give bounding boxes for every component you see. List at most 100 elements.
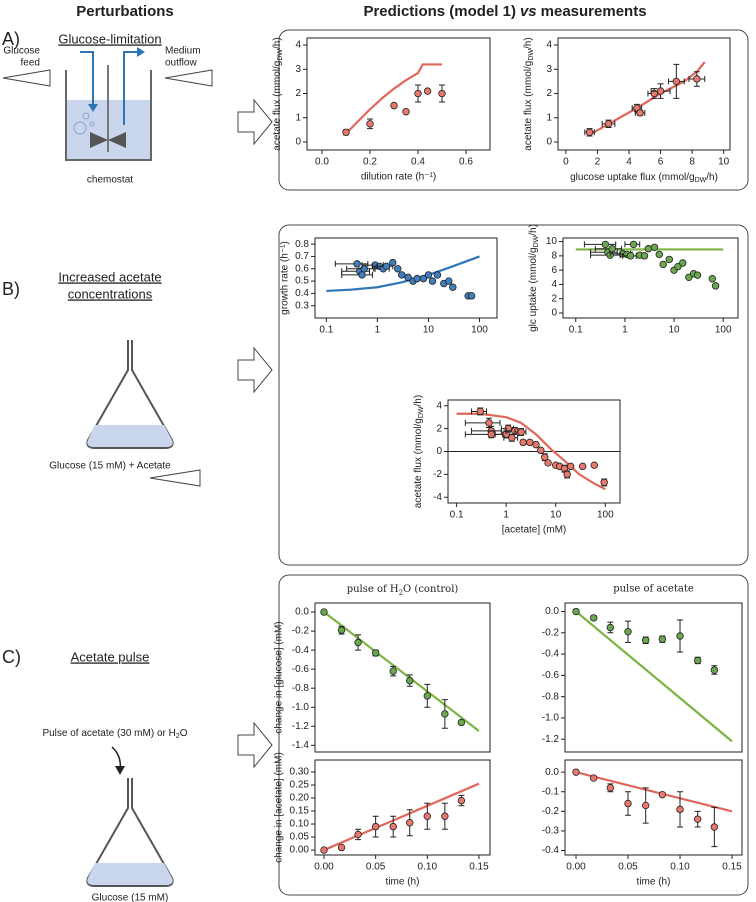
data-point bbox=[658, 635, 667, 643]
text-part: /h) bbox=[528, 224, 539, 236]
annotation: chemostat bbox=[87, 175, 133, 186]
data-point bbox=[650, 243, 659, 251]
data-point bbox=[424, 271, 433, 279]
y-tick-label: 4 bbox=[295, 40, 301, 51]
data-point bbox=[624, 628, 632, 636]
x-error-bar bbox=[471, 427, 502, 434]
y-tick-label: -1.2 bbox=[292, 721, 310, 732]
data-point bbox=[590, 614, 598, 622]
y-tick-label: 0.15 bbox=[290, 806, 310, 817]
y-tick-label: -1.0 bbox=[542, 713, 560, 724]
data-point bbox=[519, 438, 527, 447]
y-tick-label: -2 bbox=[433, 469, 442, 480]
data-point bbox=[600, 478, 608, 487]
text-part: glc uptake (mmol/g bbox=[528, 247, 539, 331]
model-line bbox=[323, 611, 480, 732]
data-point bbox=[590, 774, 598, 782]
data-point bbox=[710, 666, 719, 674]
y-tick-label: 0.10 bbox=[290, 819, 310, 830]
x-tick-label: 0.15 bbox=[722, 862, 742, 873]
y-tick-label: -1.2 bbox=[542, 734, 560, 745]
data-point bbox=[441, 812, 449, 820]
data-point bbox=[656, 87, 665, 95]
y-tick-label: 0.25 bbox=[290, 780, 310, 791]
x-axis-label: [acetate] (mM) bbox=[502, 525, 566, 536]
text-part: 2 bbox=[176, 733, 180, 740]
x-tick-label: 10 bbox=[423, 325, 435, 336]
y-tick-label: 0.00 bbox=[290, 845, 310, 856]
data-point bbox=[665, 255, 673, 264]
panel-title: concentrations bbox=[68, 286, 153, 301]
x-tick-label: 100 bbox=[471, 325, 488, 336]
y-tick-label: -1.0 bbox=[292, 702, 310, 713]
text-part: O (control) bbox=[403, 584, 458, 595]
y-axis-label: acetate flux (mmol/gDW/h) bbox=[523, 37, 536, 150]
chemostat bbox=[2, 47, 213, 161]
data-point bbox=[626, 252, 635, 260]
text-part: DW bbox=[695, 177, 707, 184]
y-tick-label: 1 bbox=[295, 112, 301, 123]
data-point bbox=[517, 428, 525, 436]
data-point bbox=[693, 271, 702, 279]
panel-label: A) bbox=[2, 29, 20, 49]
x-tick-label: 0.4 bbox=[411, 157, 425, 168]
y-tick-label: -1.4 bbox=[292, 740, 310, 751]
data-point bbox=[406, 819, 414, 827]
text-part: acetate flux (mmol/g bbox=[413, 418, 424, 508]
data-point bbox=[337, 843, 346, 852]
y-tick-label: 0.7 bbox=[295, 251, 309, 262]
y-tick-label: 8 bbox=[551, 250, 557, 261]
data-point bbox=[382, 262, 391, 271]
y-tick-label: -0.4 bbox=[542, 845, 560, 856]
y-tick-label: -0.6 bbox=[292, 664, 310, 675]
x-tick-label: 0.6 bbox=[459, 157, 473, 168]
y-tick-label: 4 bbox=[546, 40, 552, 51]
y-tick-label: -0.6 bbox=[542, 670, 560, 681]
plot-frame bbox=[557, 37, 731, 151]
data-point bbox=[485, 419, 493, 427]
x-error-bar bbox=[583, 241, 617, 248]
y-tick-label: 0.20 bbox=[290, 793, 310, 804]
y-tick-label: 4 bbox=[551, 279, 557, 290]
x-tick-label: 10 bbox=[668, 325, 680, 336]
data-point bbox=[354, 830, 362, 839]
y-tick-label: 0.0 bbox=[545, 767, 559, 778]
data-point bbox=[604, 120, 613, 128]
data-point bbox=[467, 292, 476, 300]
y-tick-label: 0.05 bbox=[290, 832, 310, 843]
header: Predictions (model 1) vs measurements bbox=[363, 3, 646, 20]
y-tick-label: 0.4 bbox=[295, 288, 309, 299]
data-point bbox=[476, 407, 484, 416]
x-axis-label: glucose uptake flux (mmol/gDW/h) bbox=[570, 172, 718, 185]
data-point bbox=[537, 446, 545, 455]
x-tick-label: 0 bbox=[563, 157, 569, 168]
y-axis-label: change in [glucose] (mM) bbox=[274, 621, 285, 733]
data-point bbox=[406, 676, 414, 685]
y-tick-label: 0 bbox=[436, 446, 442, 457]
annotation: Glucose (15 mM) bbox=[92, 893, 169, 902]
data-point bbox=[708, 275, 717, 283]
data-point bbox=[433, 271, 442, 279]
data-point bbox=[566, 462, 575, 471]
data-point bbox=[601, 240, 610, 249]
data-point bbox=[585, 128, 594, 137]
text-part: /h) bbox=[272, 37, 283, 49]
data-point bbox=[572, 607, 580, 616]
data-point bbox=[606, 784, 615, 792]
y-tick-label: 0 bbox=[551, 308, 557, 319]
annotation: feed bbox=[21, 58, 40, 69]
y-tick-label: -0.4 bbox=[542, 649, 560, 660]
data-point bbox=[693, 815, 702, 823]
text-part: pulse of H bbox=[347, 584, 399, 595]
x-tick-label: 0.05 bbox=[618, 862, 638, 873]
plot-frame bbox=[314, 237, 498, 319]
data-point bbox=[337, 626, 346, 634]
y-tick-label: 0.0 bbox=[545, 606, 559, 617]
data-point bbox=[640, 252, 649, 260]
y-tick-label: 0 bbox=[295, 137, 301, 148]
x-tick-label: 100 bbox=[597, 510, 614, 521]
data-point bbox=[423, 87, 432, 95]
data-point bbox=[389, 822, 397, 831]
x-tick-label: 0.0 bbox=[315, 157, 329, 168]
chart-title: pulse of H2O (control) bbox=[347, 584, 459, 598]
